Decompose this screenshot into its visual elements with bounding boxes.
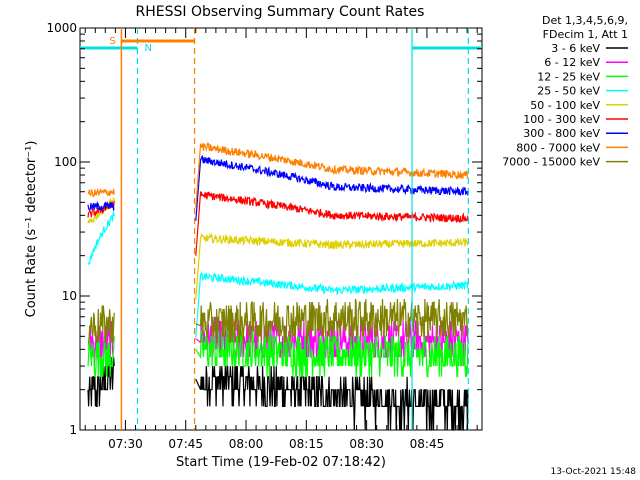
legend-entry-label: 3 - 6 keV <box>551 42 600 55</box>
y-tick-label: 1 <box>69 423 77 437</box>
legend-header: FDecim 1, Att 1 <box>543 28 628 41</box>
series-line <box>195 270 469 338</box>
series-line <box>87 211 115 266</box>
series-8 <box>88 298 469 344</box>
legend-entry-label: 25 - 50 keV <box>537 85 600 98</box>
legend-entry-label: 300 - 800 keV <box>523 127 600 140</box>
x-tick-label: 07:45 <box>168 437 203 451</box>
series-layer <box>87 141 469 431</box>
series-line <box>195 190 469 256</box>
timestamp: 13-Oct-2021 15:48 <box>551 467 637 477</box>
series-line <box>87 200 115 212</box>
y-tick-label: 1000 <box>46 21 77 35</box>
legend-entry-label: 800 - 7000 keV <box>516 141 600 154</box>
x-tick-label: 08:45 <box>410 437 445 451</box>
series-3 <box>87 211 469 338</box>
chart-title: RHESSI Observing Summary Count Rates <box>136 4 425 20</box>
saa-label: S <box>109 36 115 47</box>
series-line <box>195 330 469 378</box>
series-line <box>195 298 469 344</box>
plot-frame <box>79 27 483 431</box>
night-label: N <box>144 43 151 54</box>
legend-entry-label: 6 - 12 keV <box>544 56 600 69</box>
y-axis-label: Count Rate (s⁻¹ detector⁻¹) <box>24 141 39 318</box>
series-line <box>87 187 115 198</box>
series-6 <box>87 154 469 221</box>
x-tick-label: 08:30 <box>349 437 384 451</box>
series-line <box>88 305 115 344</box>
legend: Det 1,3,4,5,6,9,FDecim 1, Att 13 - 6 keV… <box>502 14 628 169</box>
x-tick-label: 07:30 <box>108 437 143 451</box>
legend-entry-label: 7000 - 15000 keV <box>502 156 600 169</box>
series-5 <box>87 190 469 256</box>
legend-entry-label: 100 - 300 keV <box>523 113 600 126</box>
axis-layer: 1 10 100 1000 07:30 07:45 08:00 08:15 08:30 08:45 <box>46 21 482 451</box>
legend-entry-label: 12 - 25 keV <box>537 70 600 83</box>
series-7 <box>87 141 469 208</box>
marker-layer: SN <box>80 28 482 430</box>
series-line <box>195 154 469 221</box>
plot-area <box>79 27 483 431</box>
x-tick-label: 08:00 <box>229 437 264 451</box>
y-tick-label: 100 <box>54 155 77 169</box>
series-line <box>195 231 469 300</box>
series-2 <box>87 330 469 378</box>
legend-entry-label: 50 - 100 keV <box>530 99 600 112</box>
x-axis-label: Start Time (19-Feb-02 07:18:42) <box>176 455 386 470</box>
series-line <box>195 365 469 431</box>
legend-header: Det 1,3,4,5,6,9, <box>542 14 628 27</box>
series-line <box>87 336 115 378</box>
series-line <box>195 141 469 208</box>
x-tick-label: 08:15 <box>289 437 324 451</box>
y-tick-label: 10 <box>62 289 77 303</box>
